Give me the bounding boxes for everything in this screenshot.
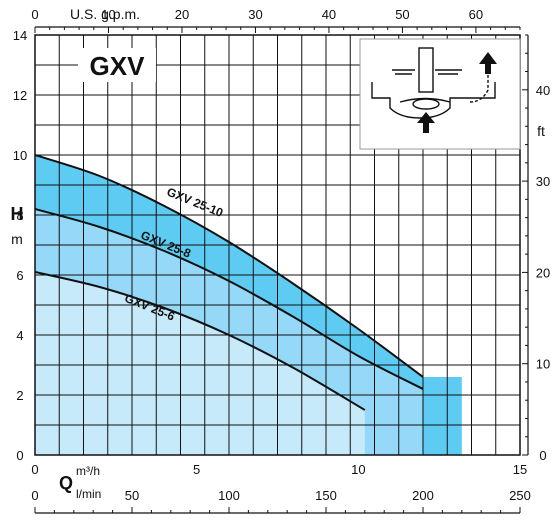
curve-gxv-25-10 (35, 154, 424, 378)
lmin-tick-label: 200 (412, 488, 434, 503)
y-axis-unit-m: m (11, 231, 23, 247)
lmin-tick-label: 250 (509, 488, 531, 503)
top-axis-unit-label: U.S. g.p.m. (70, 6, 140, 22)
m3h-tick-label: 15 (513, 462, 527, 477)
h-tick-label: 4 (16, 328, 23, 343)
h-tick-label: 8 (16, 208, 23, 223)
chart-grid (35, 35, 520, 455)
m3h-tick-label: 10 (351, 462, 365, 477)
gpm-tick-label: 20 (175, 7, 189, 22)
gpm-tick-label: 30 (248, 7, 262, 22)
left-axis-h-m: 0 2 4 6 8 10 12 14 (13, 28, 27, 463)
ft-tick-label: 10 (536, 357, 550, 372)
y-axis-unit-ft: ft (537, 123, 545, 139)
pump-cross-section-icon (359, 38, 521, 150)
curve-gxv-25-8 (35, 208, 424, 390)
x-axis-label-q: Q (59, 473, 73, 493)
chart-title: GXV (90, 51, 146, 81)
x-axis-unit-lmin: l/min (76, 487, 101, 501)
gpm-tick-label: 0 (31, 7, 38, 22)
lmin-tick-label: 0 (31, 488, 38, 503)
h-tick-label: 2 (16, 388, 23, 403)
h-tick-label: 6 (16, 268, 23, 283)
gpm-tick-label: 10 (101, 7, 115, 22)
m3h-tick-label: 0 (31, 462, 38, 477)
ft-tick-label: 40 (536, 83, 550, 98)
y-axis-label-h: H (11, 204, 24, 224)
fill-area-gxv-25-6 (35, 272, 365, 455)
title-box (78, 48, 156, 82)
lmin-tick-label: 150 (315, 488, 337, 503)
m3h-tick-label: 5 (193, 462, 200, 477)
ft-tick-label: 0 (539, 448, 546, 463)
ft-tick-label: 20 (536, 265, 550, 280)
bottom-axis-lmin: 0 50 100 150 200 250 (31, 488, 531, 514)
x-axis-unit-m3h: m³/h (76, 464, 100, 478)
curve-gxv-25-6 (35, 271, 366, 411)
h-tick-label: 14 (13, 28, 27, 43)
ft-tick-label: 30 (536, 174, 550, 189)
lmin-tick-label: 100 (218, 488, 240, 503)
gpm-tick-label: 50 (395, 7, 409, 22)
h-tick-label: 0 (16, 448, 23, 463)
gpm-tick-label: 60 (469, 7, 483, 22)
bottom-axis-m3h: 0 5 10 15 (31, 462, 527, 477)
top-axis-usgpm: 0 10 20 30 40 50 60 (31, 7, 521, 33)
plot-frame (34, 34, 521, 456)
h-tick-label: 10 (13, 148, 27, 163)
h-tick-label: 12 (13, 88, 27, 103)
performance-curves (35, 154, 424, 411)
right-axis-ft: 0 10 20 30 40 (522, 34, 550, 463)
lmin-tick-label: 50 (125, 488, 139, 503)
gpm-tick-label: 40 (322, 7, 336, 22)
